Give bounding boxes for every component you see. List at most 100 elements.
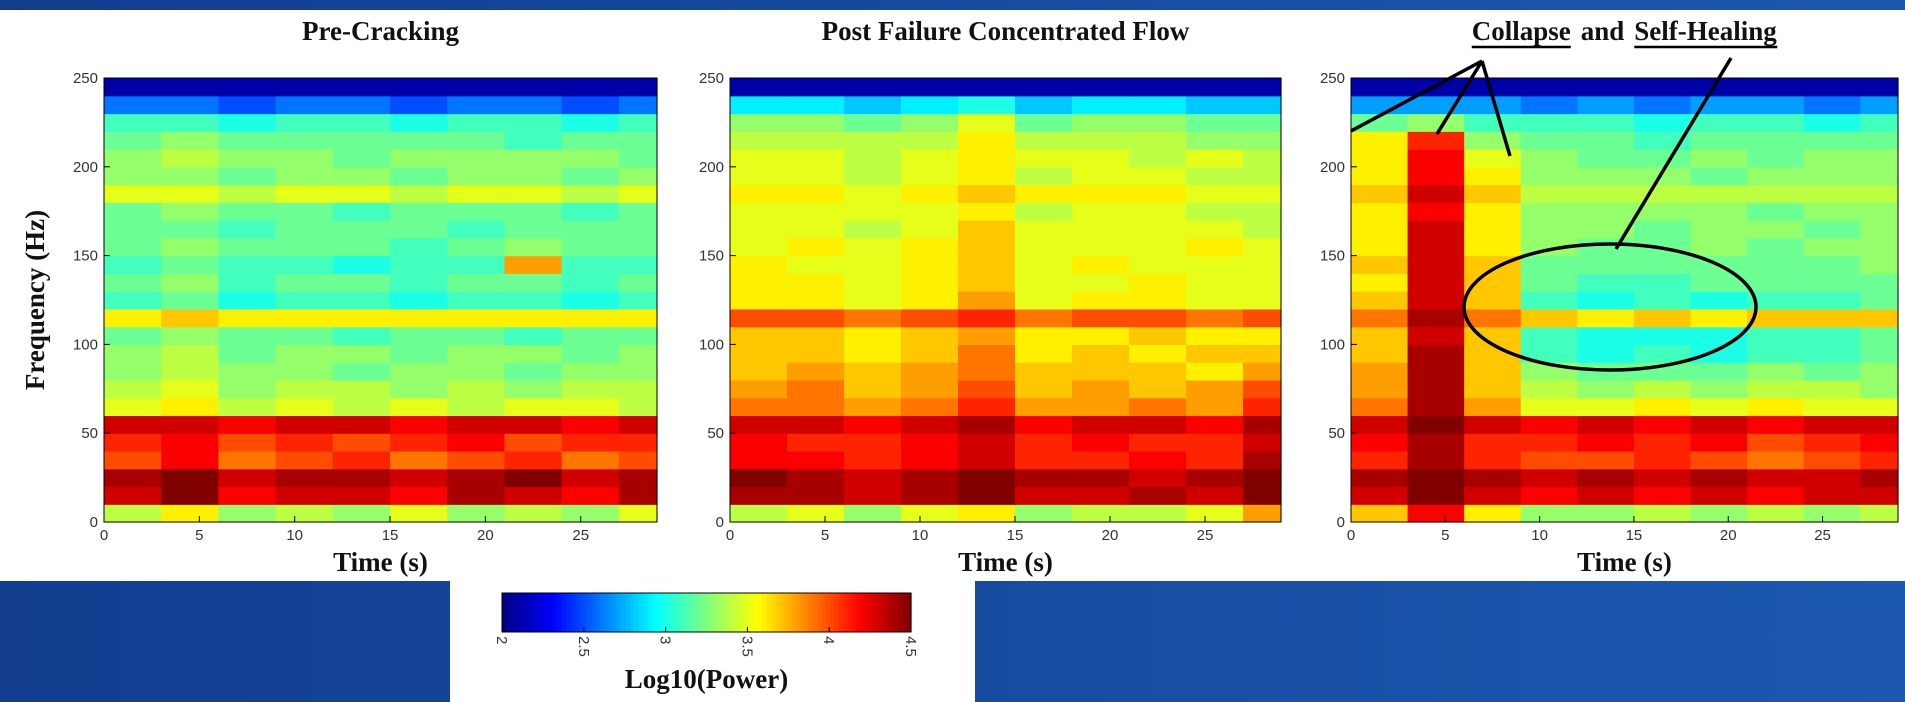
- heat-cell: [1186, 468, 1244, 488]
- colorbar-swatch: [693, 593, 699, 632]
- heat-cell: [104, 415, 162, 434]
- heat-cell: [218, 504, 277, 523]
- colorbar-swatch: [582, 593, 588, 632]
- heat-cell: [1690, 237, 1748, 257]
- colorbar-swatch: [634, 593, 639, 632]
- heat-cell: [1407, 344, 1465, 363]
- heat-cell: [504, 504, 563, 523]
- heat-cell: [332, 344, 391, 363]
- chart-title-part: and: [1581, 16, 1625, 46]
- heat-cell: [104, 486, 162, 505]
- heat-cell: [104, 166, 162, 186]
- heat-cell: [390, 433, 448, 452]
- colorbar-swatch: [685, 593, 691, 632]
- heat-cell: [1072, 433, 1130, 452]
- heat-cell: [161, 184, 220, 203]
- colorbar-tick-label: 3.5: [738, 636, 755, 657]
- heat-cell: [447, 415, 506, 434]
- heat-cell: [1243, 362, 1282, 381]
- highlight-ellipse: [1462, 242, 1758, 372]
- colorbar-swatch: [548, 593, 554, 632]
- heat-cell: [618, 326, 658, 345]
- heat-cell: [1747, 166, 1805, 186]
- heat-cell: [104, 184, 162, 203]
- heat-cell: [561, 255, 620, 274]
- heat-cell: [1577, 308, 1635, 328]
- heat-cell: [1803, 308, 1861, 328]
- heat-cell: [1186, 486, 1244, 505]
- heat-cell: [618, 504, 658, 523]
- heat-cell: [161, 397, 220, 417]
- colorbar-swatch: [787, 593, 793, 632]
- colorbar-swatch: [732, 593, 737, 632]
- colorbar-swatch: [800, 593, 806, 632]
- heat-cell: [787, 184, 845, 203]
- heat-cell: [561, 273, 620, 292]
- heat-cell: [1633, 308, 1692, 328]
- heat-cell: [1072, 220, 1130, 239]
- heat-cell: [901, 291, 959, 310]
- heat-cell: [218, 326, 277, 345]
- heat-cell: [218, 291, 277, 310]
- heat-cell: [1072, 255, 1130, 274]
- heat-cell: [618, 415, 658, 434]
- heat-cell: [1015, 237, 1073, 257]
- heat-cell: [1690, 486, 1748, 505]
- heat-cell: [1520, 379, 1578, 399]
- heat-cell: [1351, 397, 1409, 417]
- heat-cell: [504, 255, 563, 274]
- heat-cell: [275, 149, 334, 168]
- heat-cell: [104, 95, 162, 115]
- colorbar-swatch: [527, 593, 533, 632]
- colorbar-swatch: [876, 593, 882, 632]
- heat-cell: [787, 308, 845, 328]
- heat-cell: [1577, 344, 1635, 363]
- chart-title-part: Self-Healing: [1634, 16, 1777, 46]
- y-tick-label: 150: [699, 248, 724, 265]
- x-tick-label: 25: [1814, 527, 1831, 544]
- heat-cell: [1186, 149, 1244, 168]
- heat-cell: [275, 326, 334, 345]
- heat-cell: [1747, 237, 1805, 257]
- colorbar-swatch: [774, 593, 780, 632]
- heat-cell: [104, 237, 162, 257]
- heat-cell: [504, 95, 563, 115]
- heat-cell: [787, 433, 845, 452]
- heat-cell: [730, 504, 788, 523]
- heat-cell: [958, 326, 1016, 345]
- heat-cell: [447, 149, 506, 168]
- heat-cell: [1577, 202, 1635, 221]
- heat-cell: [104, 504, 162, 523]
- colorbar-swatch: [531, 593, 537, 632]
- heat-cell: [1860, 184, 1899, 203]
- heat-cell: [1690, 273, 1748, 292]
- pointer-line: [1350, 59, 1483, 133]
- heat-cell: [218, 113, 277, 132]
- heat-cell: [447, 486, 506, 505]
- heat-cell: [1129, 273, 1187, 292]
- heat-cell: [332, 78, 391, 97]
- colorbar-swatch: [847, 593, 852, 632]
- heat-cell: [104, 326, 162, 345]
- heat-cell: [1129, 166, 1187, 186]
- heat-cell: [1577, 273, 1635, 292]
- heat-cell: [504, 202, 563, 221]
- heat-cell: [1803, 166, 1861, 186]
- heat-cell: [1464, 397, 1522, 417]
- heat-cell: [787, 237, 845, 257]
- heat-cell: [958, 273, 1016, 292]
- colorbar-swatch: [540, 593, 546, 632]
- heat-cell: [1351, 415, 1409, 434]
- heat-cell: [1577, 78, 1635, 97]
- heat-cell: [504, 237, 563, 257]
- heat-cell: [958, 237, 1016, 257]
- heat-cell: [1407, 326, 1465, 345]
- colorbar-swatch: [885, 593, 891, 632]
- heat-cell: [618, 255, 658, 274]
- heat-cell: [1351, 202, 1409, 221]
- heat-cell: [730, 184, 788, 203]
- heat-cell: [1186, 184, 1244, 203]
- colorbar-tick-label: 4: [820, 636, 837, 644]
- heat-cell: [844, 220, 902, 239]
- colorbar-swatch: [723, 593, 729, 632]
